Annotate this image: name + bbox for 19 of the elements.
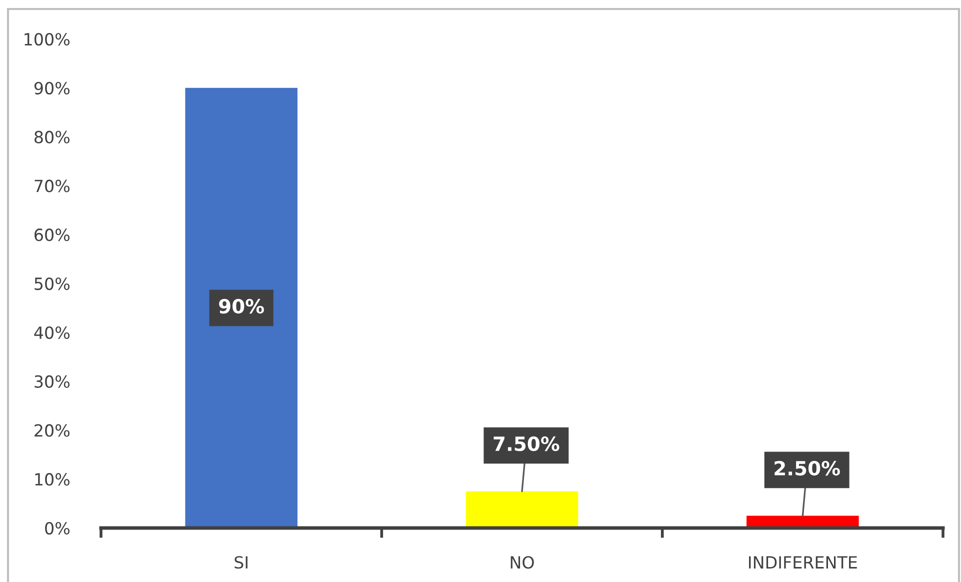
y-tick-label: 100% (24, 32, 70, 46)
x-tick-label: INDIFERENTE (749, 556, 857, 568)
bar (185, 88, 298, 528)
y-tick-label: 80% (34, 130, 70, 144)
x-tick-label: NO (510, 556, 534, 569)
y-tick-label: 70% (34, 180, 70, 192)
y-tick-label: 40% (34, 326, 70, 339)
bar (466, 491, 578, 528)
y-tick-label: 90% (34, 82, 70, 94)
y-tick-label: 20% (34, 424, 70, 437)
data-label: 90% (219, 298, 264, 314)
y-tick-label: 0% (45, 522, 70, 535)
data-label: 7.50% (494, 436, 560, 452)
y-tick-label: 50% (34, 277, 70, 290)
y-tick-label: 10% (35, 473, 70, 486)
data-label: 2.50% (774, 460, 840, 476)
y-tick-label: 60% (34, 228, 70, 242)
y-tick-label: 30% (34, 375, 70, 388)
x-tick-label: SI (234, 556, 248, 569)
